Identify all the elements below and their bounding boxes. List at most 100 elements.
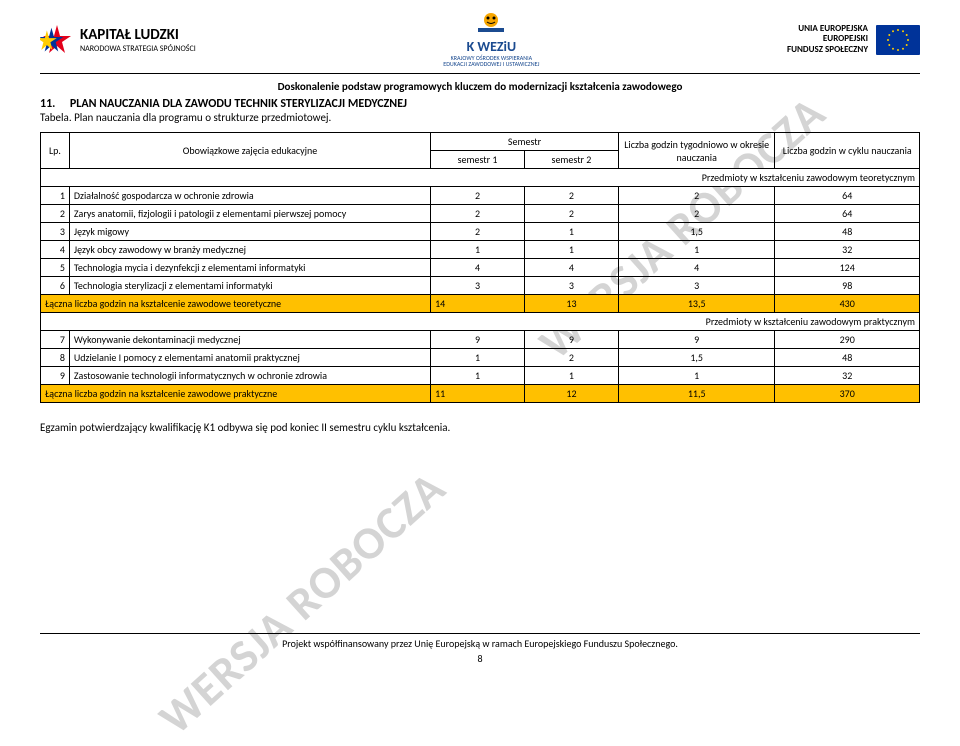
th-semestr: Semestr — [431, 133, 619, 151]
sum-value: 12 — [525, 385, 619, 403]
value-cell: 8 — [41, 349, 70, 367]
value-cell: 1 — [618, 367, 775, 385]
sum-value: 11 — [431, 385, 525, 403]
value-cell: 9 — [41, 367, 70, 385]
curriculum-table: Lp. Obowiązkowe zajęcia edukacyjne Semes… — [40, 132, 920, 403]
value-cell: 3 — [431, 277, 525, 295]
value-cell: 2 — [618, 187, 775, 205]
sum-label: Łączna liczba godzin na kształcenie zawo… — [41, 385, 431, 403]
value-cell: 3 — [618, 277, 775, 295]
value-cell: 64 — [775, 205, 920, 223]
section-label: Przedmioty w kształceniu zawodowym prakt… — [41, 313, 920, 331]
value-cell: 9 — [618, 331, 775, 349]
value-cell: 6 — [41, 277, 70, 295]
value-cell: 2 — [618, 205, 775, 223]
value-cell: 9 — [431, 331, 525, 349]
footer-text: Projekt współfinansowany przez Unię Euro… — [282, 637, 678, 650]
eu-flag-icon — [876, 25, 920, 55]
value-cell: 48 — [775, 349, 920, 367]
value-cell: 5 — [41, 259, 70, 277]
section-number: 11. — [40, 97, 55, 111]
th-cykl: Liczba godzin w cyklu nauczania — [775, 133, 920, 169]
table-section-row: Przedmioty w kształceniu zawodowym prakt… — [41, 313, 920, 331]
kl-star-icon — [40, 23, 74, 57]
sum-value: 13 — [525, 295, 619, 313]
value-cell: 4 — [525, 259, 619, 277]
th-sem2: semestr 2 — [525, 151, 619, 169]
kw-sub2: EDUKACJI ZAWODOWEJ I USTAWICZNEJ — [443, 61, 539, 67]
value-cell: 1 — [431, 367, 525, 385]
subject-cell: Język migowy — [69, 223, 430, 241]
sum-value: 370 — [775, 385, 920, 403]
sum-label: Łączna liczba godzin na kształcenie zawo… — [41, 295, 431, 313]
value-cell: 32 — [775, 241, 920, 259]
value-cell: 1,5 — [618, 223, 775, 241]
kw-title: K WEZiU — [467, 38, 517, 55]
exam-note: Egzamin potwierdzający kwalifikację K1 o… — [40, 421, 920, 434]
kl-title: KAPITAŁ LUDZKI — [80, 26, 196, 44]
table-row: 6Technologia sterylizacji z elementami i… — [41, 277, 920, 295]
value-cell: 1 — [431, 349, 525, 367]
table-row: 4Język obcy zawodowy w branży medycznej 1… — [41, 241, 920, 259]
subject-cell: Technologia mycia i dezynfekcji z elemen… — [69, 259, 430, 277]
section-heading: 11. PLAN NAUCZANIA DLA ZAWODU TECHNIK ST… — [40, 97, 920, 111]
subject-cell: Język obcy zawodowy w branży medycznej — [69, 241, 430, 259]
value-cell: 3 — [525, 277, 619, 295]
value-cell: 2 — [41, 205, 70, 223]
watermark-bottom: WERSJA ROBOCZA — [148, 460, 457, 746]
value-cell: 7 — [41, 331, 70, 349]
value-cell: 48 — [775, 223, 920, 241]
sum-value: 430 — [775, 295, 920, 313]
table-row: 5Technologia mycia i dezynfekcji z eleme… — [41, 259, 920, 277]
value-cell: 290 — [775, 331, 920, 349]
footer: Projekt współfinansowany przez Unię Euro… — [40, 633, 920, 665]
value-cell: 4 — [41, 241, 70, 259]
subject-cell: Wykonywanie dekontaminacji medycznej — [69, 331, 430, 349]
value-cell: 1 — [525, 367, 619, 385]
subject-cell: Zastosowanie technologii informatycznych… — [69, 367, 430, 385]
table-sum-row: Łączna liczba godzin na kształcenie zawo… — [41, 295, 920, 313]
value-cell: 4 — [431, 259, 525, 277]
table-section-row: Przedmioty w kształceniu zawodowym teore… — [41, 169, 920, 187]
header-logos: KAPITAŁ LUDZKI NARODOWA STRATEGIA SPÓJNO… — [40, 12, 920, 67]
kl-subtitle: NARODOWA STRATEGIA SPÓJNOŚCI — [80, 44, 196, 54]
logo-koweziu: K WEZiU KRAJOWY OŚRODEK WSPIERANIA EDUKA… — [443, 12, 539, 67]
value-cell: 32 — [775, 367, 920, 385]
th-subject: Obowiązkowe zajęcia edukacyjne — [69, 133, 430, 169]
sum-value: 13,5 — [618, 295, 775, 313]
value-cell: 2 — [525, 187, 619, 205]
divider-top — [40, 73, 920, 74]
th-lp: Lp. — [41, 133, 70, 169]
value-cell: 1 — [41, 187, 70, 205]
section-title: PLAN NAUCZANIA DLA ZAWODU TECHNIK STERYL… — [70, 97, 407, 111]
value-cell: 1 — [525, 241, 619, 259]
value-cell: 64 — [775, 187, 920, 205]
subject-cell: Działalność gospodarcza w ochronie zdrow… — [69, 187, 430, 205]
value-cell: 3 — [41, 223, 70, 241]
table-caption: Tabela. Plan nauczania dla programu o st… — [40, 111, 920, 124]
section-label: Przedmioty w kształceniu zawodowym teore… — [41, 169, 920, 187]
eu-line3: FUNDUSZ SPOŁECZNY — [787, 45, 868, 55]
table-row: 1Działalność gospodarcza w ochronie zdro… — [41, 187, 920, 205]
subject-cell: Technologia sterylizacji z elementami in… — [69, 277, 430, 295]
table-row: 7Wykonywanie dekontaminacji medycznej999… — [41, 331, 920, 349]
value-cell: 1,5 — [618, 349, 775, 367]
table-row: 8Udzielanie I pomocy z elementami anatom… — [41, 349, 920, 367]
sum-value: 11,5 — [618, 385, 775, 403]
value-cell: 124 — [775, 259, 920, 277]
value-cell: 2 — [525, 349, 619, 367]
value-cell: 2 — [431, 187, 525, 205]
value-cell: 98 — [775, 277, 920, 295]
value-cell: 2 — [431, 223, 525, 241]
table-row: 9Zastosowanie technologii informatycznyc… — [41, 367, 920, 385]
logo-eu: UNIA EUROPEJSKA EUROPEJSKI FUNDUSZ SPOŁE… — [787, 24, 920, 55]
value-cell: 4 — [618, 259, 775, 277]
logo-kapital-ludzki: KAPITAŁ LUDZKI NARODOWA STRATEGIA SPÓJNO… — [40, 23, 196, 57]
document-subtitle: Doskonalenie podstaw programowych klucze… — [40, 80, 920, 93]
value-cell: 9 — [525, 331, 619, 349]
value-cell: 1 — [618, 241, 775, 259]
table-row: 3Język migowy211,548 — [41, 223, 920, 241]
subject-cell: Zarys anatomii, fizjologii i patologii z… — [69, 205, 430, 223]
value-cell: 2 — [431, 205, 525, 223]
value-cell: 1 — [525, 223, 619, 241]
